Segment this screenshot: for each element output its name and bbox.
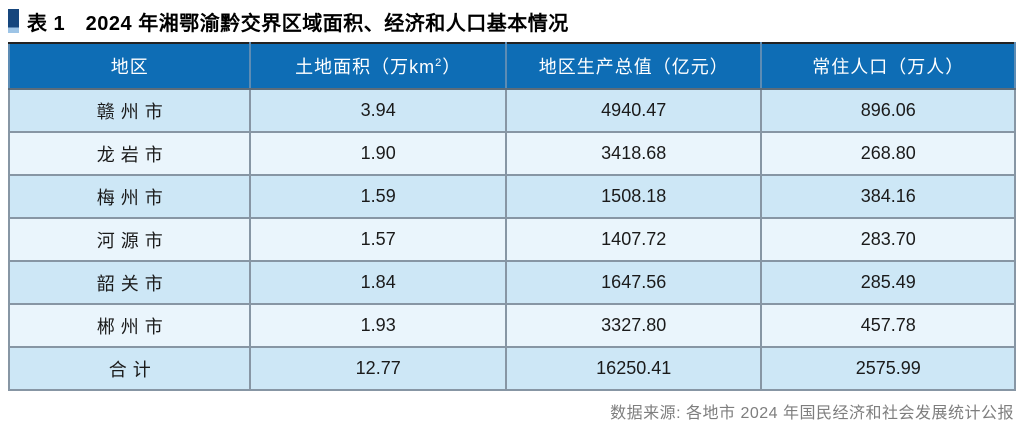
land-area-superscript: 2 [435,57,443,69]
data-source-note: 数据来源: 各地市 2024 年国民经济和社会发展统计公报 [610,405,1014,422]
gdp-cell: 1407.72 [504,217,763,262]
population-cell: 283.70 [760,217,1016,262]
title-bar-marker-icon [8,9,19,33]
population-cell: 285.49 [760,260,1016,305]
table-header: 地区 土地面积（万km2） 地区生产总值（亿元） 常住人口（万人） [7,42,1016,90]
population-total-cell: 2575.99 [760,346,1016,391]
total-label-cell: 合计 [7,346,252,391]
region-stats-table: 地区 土地面积（万km2） 地区生产总值（亿元） 常住人口（万人） 赣州市 3.… [7,42,1016,391]
table-row-heyuan: 河源市 1.57 1407.72 283.70 [7,217,1016,262]
land-area-total-cell: 12.77 [249,346,507,391]
col-header-land-area: 土地面积（万km2） [249,42,507,90]
region-cell: 韶关市 [7,260,252,305]
region-cell: 赣州市 [7,88,252,133]
table-row-shaoguan: 韶关市 1.84 1647.56 285.49 [7,260,1016,305]
table-body: 赣州市 3.94 4940.47 896.06 龙岩市 1.90 3418.68… [7,88,1016,391]
population-cell: 896.06 [760,88,1016,133]
header-row: 地区 土地面积（万km2） 地区生产总值（亿元） 常住人口（万人） [7,42,1016,90]
table-row-meizhou: 梅州市 1.59 1508.18 384.16 [7,174,1016,219]
table-row-ganzhou: 赣州市 3.94 4940.47 896.06 [7,88,1016,133]
land-area-label: 土地面积（万km [295,57,436,77]
table-row-total: 合计 12.77 16250.41 2575.99 [7,346,1016,391]
col-header-gdp: 地区生产总值（亿元） [504,42,763,90]
gdp-cell: 3418.68 [504,131,763,176]
land-area-cell: 3.94 [249,88,507,133]
gdp-cell: 1647.56 [504,260,763,305]
table-row-longyan: 龙岩市 1.90 3418.68 268.80 [7,131,1016,176]
population-cell: 268.80 [760,131,1016,176]
gdp-cell: 1508.18 [504,174,763,219]
table-title: 表 1 2024 年湘鄂渝黔交界区域面积、经济和人口基本情况 [27,12,569,35]
table-title-row: 表 1 2024 年湘鄂渝黔交界区域面积、经济和人口基本情况 [8,6,1016,36]
table-row-chenzhou: 郴州市 1.93 3327.80 457.78 [7,303,1016,348]
region-cell: 河源市 [7,217,252,262]
land-area-cell: 1.84 [249,260,507,305]
col-header-region: 地区 [7,42,252,90]
col-header-population: 常住人口（万人） [760,42,1016,90]
land-area-label-close: ） [442,57,462,77]
population-cell: 384.16 [760,174,1016,219]
population-cell: 457.78 [760,303,1016,348]
land-area-cell: 1.57 [249,217,507,262]
region-cell: 郴州市 [7,303,252,348]
gdp-cell: 4940.47 [504,88,763,133]
land-area-cell: 1.93 [249,303,507,348]
land-area-cell: 1.59 [249,174,507,219]
region-cell: 梅州市 [7,174,252,219]
gdp-cell: 3327.80 [504,303,763,348]
land-area-cell: 1.90 [249,131,507,176]
gdp-total-cell: 16250.41 [504,346,763,391]
region-cell: 龙岩市 [7,131,252,176]
